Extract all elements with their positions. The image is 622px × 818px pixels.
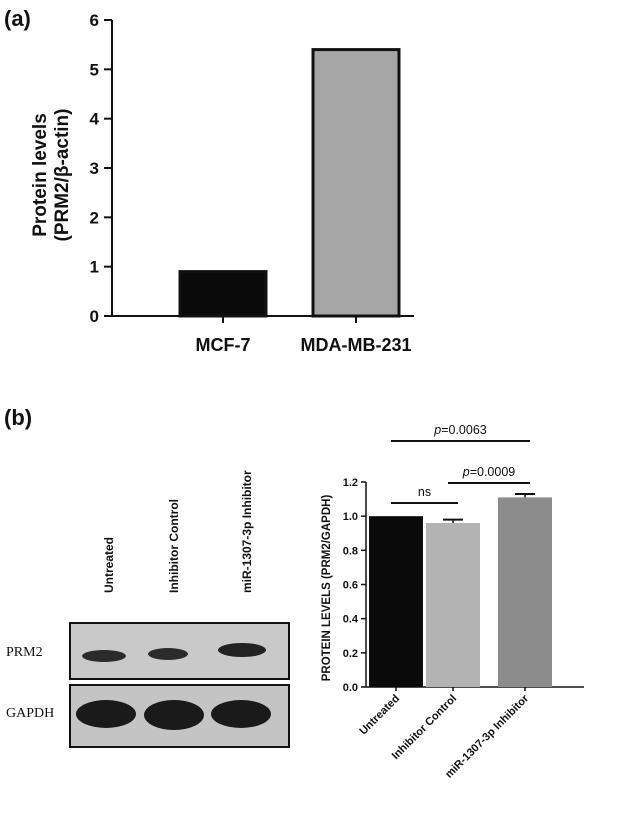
western-blot: Untreated Inhibitor Control miR-1307-3p In… bbox=[6, 470, 290, 748]
blot-band-prm2-inhibitor-control bbox=[148, 648, 188, 660]
chart-b-category-untreated: Untreated bbox=[357, 693, 402, 738]
chart-a-category-mda-mb-231: MDA-MB-231 bbox=[300, 335, 411, 355]
chart-a: Protein levels (PRM2/β-actin) 0 1 2 3 4 5 6 MC… bbox=[30, 11, 414, 355]
chart-b-ytick-label: 0.8 bbox=[343, 545, 358, 557]
chart-b-sig-label: ns bbox=[418, 485, 431, 499]
blot-lane-label-mir-1307-3p-inhibitor: miR-1307-3p Inhibitor bbox=[240, 470, 254, 593]
chart-a-ylabel-line2: (PRM2/β-actin) bbox=[52, 109, 73, 242]
chart-a-ytick-label: 3 bbox=[90, 159, 99, 178]
chart-b-ytick-label: 0.2 bbox=[343, 648, 358, 660]
chart-a-ytick-label: 0 bbox=[90, 307, 99, 326]
chart-b-bar-untreated bbox=[369, 516, 423, 687]
blot-row-label-prm2: PRM2 bbox=[6, 645, 43, 660]
chart-a-ylabel-line1: Protein levels bbox=[30, 113, 51, 237]
chart-a-ytick-label: 5 bbox=[90, 60, 99, 79]
chart-b-ytick-label: 0.6 bbox=[343, 580, 358, 592]
chart-a-bar-mda-mb-231 bbox=[311, 48, 401, 318]
chart-b-sig-label: p=0.0063 bbox=[433, 423, 487, 437]
chart-b-ylabel: PROTEIN LEVELS (PRM2/GAPDH) bbox=[321, 495, 333, 682]
blot-band-prm2-untreated bbox=[82, 650, 126, 662]
chart-a-ytick-label: 2 bbox=[90, 208, 99, 227]
chart-b-sig-label: p=0.0009 bbox=[462, 465, 516, 479]
chart-a-ytick-label: 4 bbox=[90, 110, 100, 129]
chart-b-ytick-label: 0.0 bbox=[343, 682, 358, 694]
blot-band-gapdh-mir-inhibitor bbox=[211, 700, 271, 728]
blot-band-gapdh-untreated bbox=[76, 700, 136, 728]
blot-band-prm2-mir-inhibitor bbox=[218, 643, 266, 657]
chart-b-bar-inhibitor-control bbox=[426, 523, 480, 687]
chart-a-category-mcf-7: MCF-7 bbox=[196, 335, 251, 355]
chart-b-category-mir-1307-3p-inhibitor: miR-1307-3p Inhibitor bbox=[443, 692, 532, 781]
panel-label-a: (a) bbox=[4, 6, 31, 31]
blot-lane-label-untreated: Untreated bbox=[102, 537, 116, 593]
blot-band-gapdh-inhibitor-control bbox=[144, 700, 204, 730]
chart-a-ytick-label: 6 bbox=[90, 11, 99, 30]
chart-b-ytick-label: 0.4 bbox=[343, 614, 359, 626]
chart-b-ytick-label: 1.0 bbox=[343, 511, 358, 523]
chart-a-ytick-label: 1 bbox=[90, 258, 99, 277]
blot-row-label-gapdh: GAPDH bbox=[6, 706, 54, 721]
blot-lane-label-inhibitor-control: Inhibitor Control bbox=[167, 499, 181, 593]
panel-label-b: (b) bbox=[4, 405, 32, 430]
chart-b-ytick-label: 1.2 bbox=[343, 477, 358, 489]
chart-b: PROTEIN LEVELS (PRM2/GAPDH) 0.0 0.2 0.4 0.6… bbox=[321, 423, 584, 781]
chart-a-bar-mcf-7 bbox=[178, 270, 268, 318]
chart-b-bar-mir-1307-3p-inhibitor bbox=[498, 497, 552, 687]
